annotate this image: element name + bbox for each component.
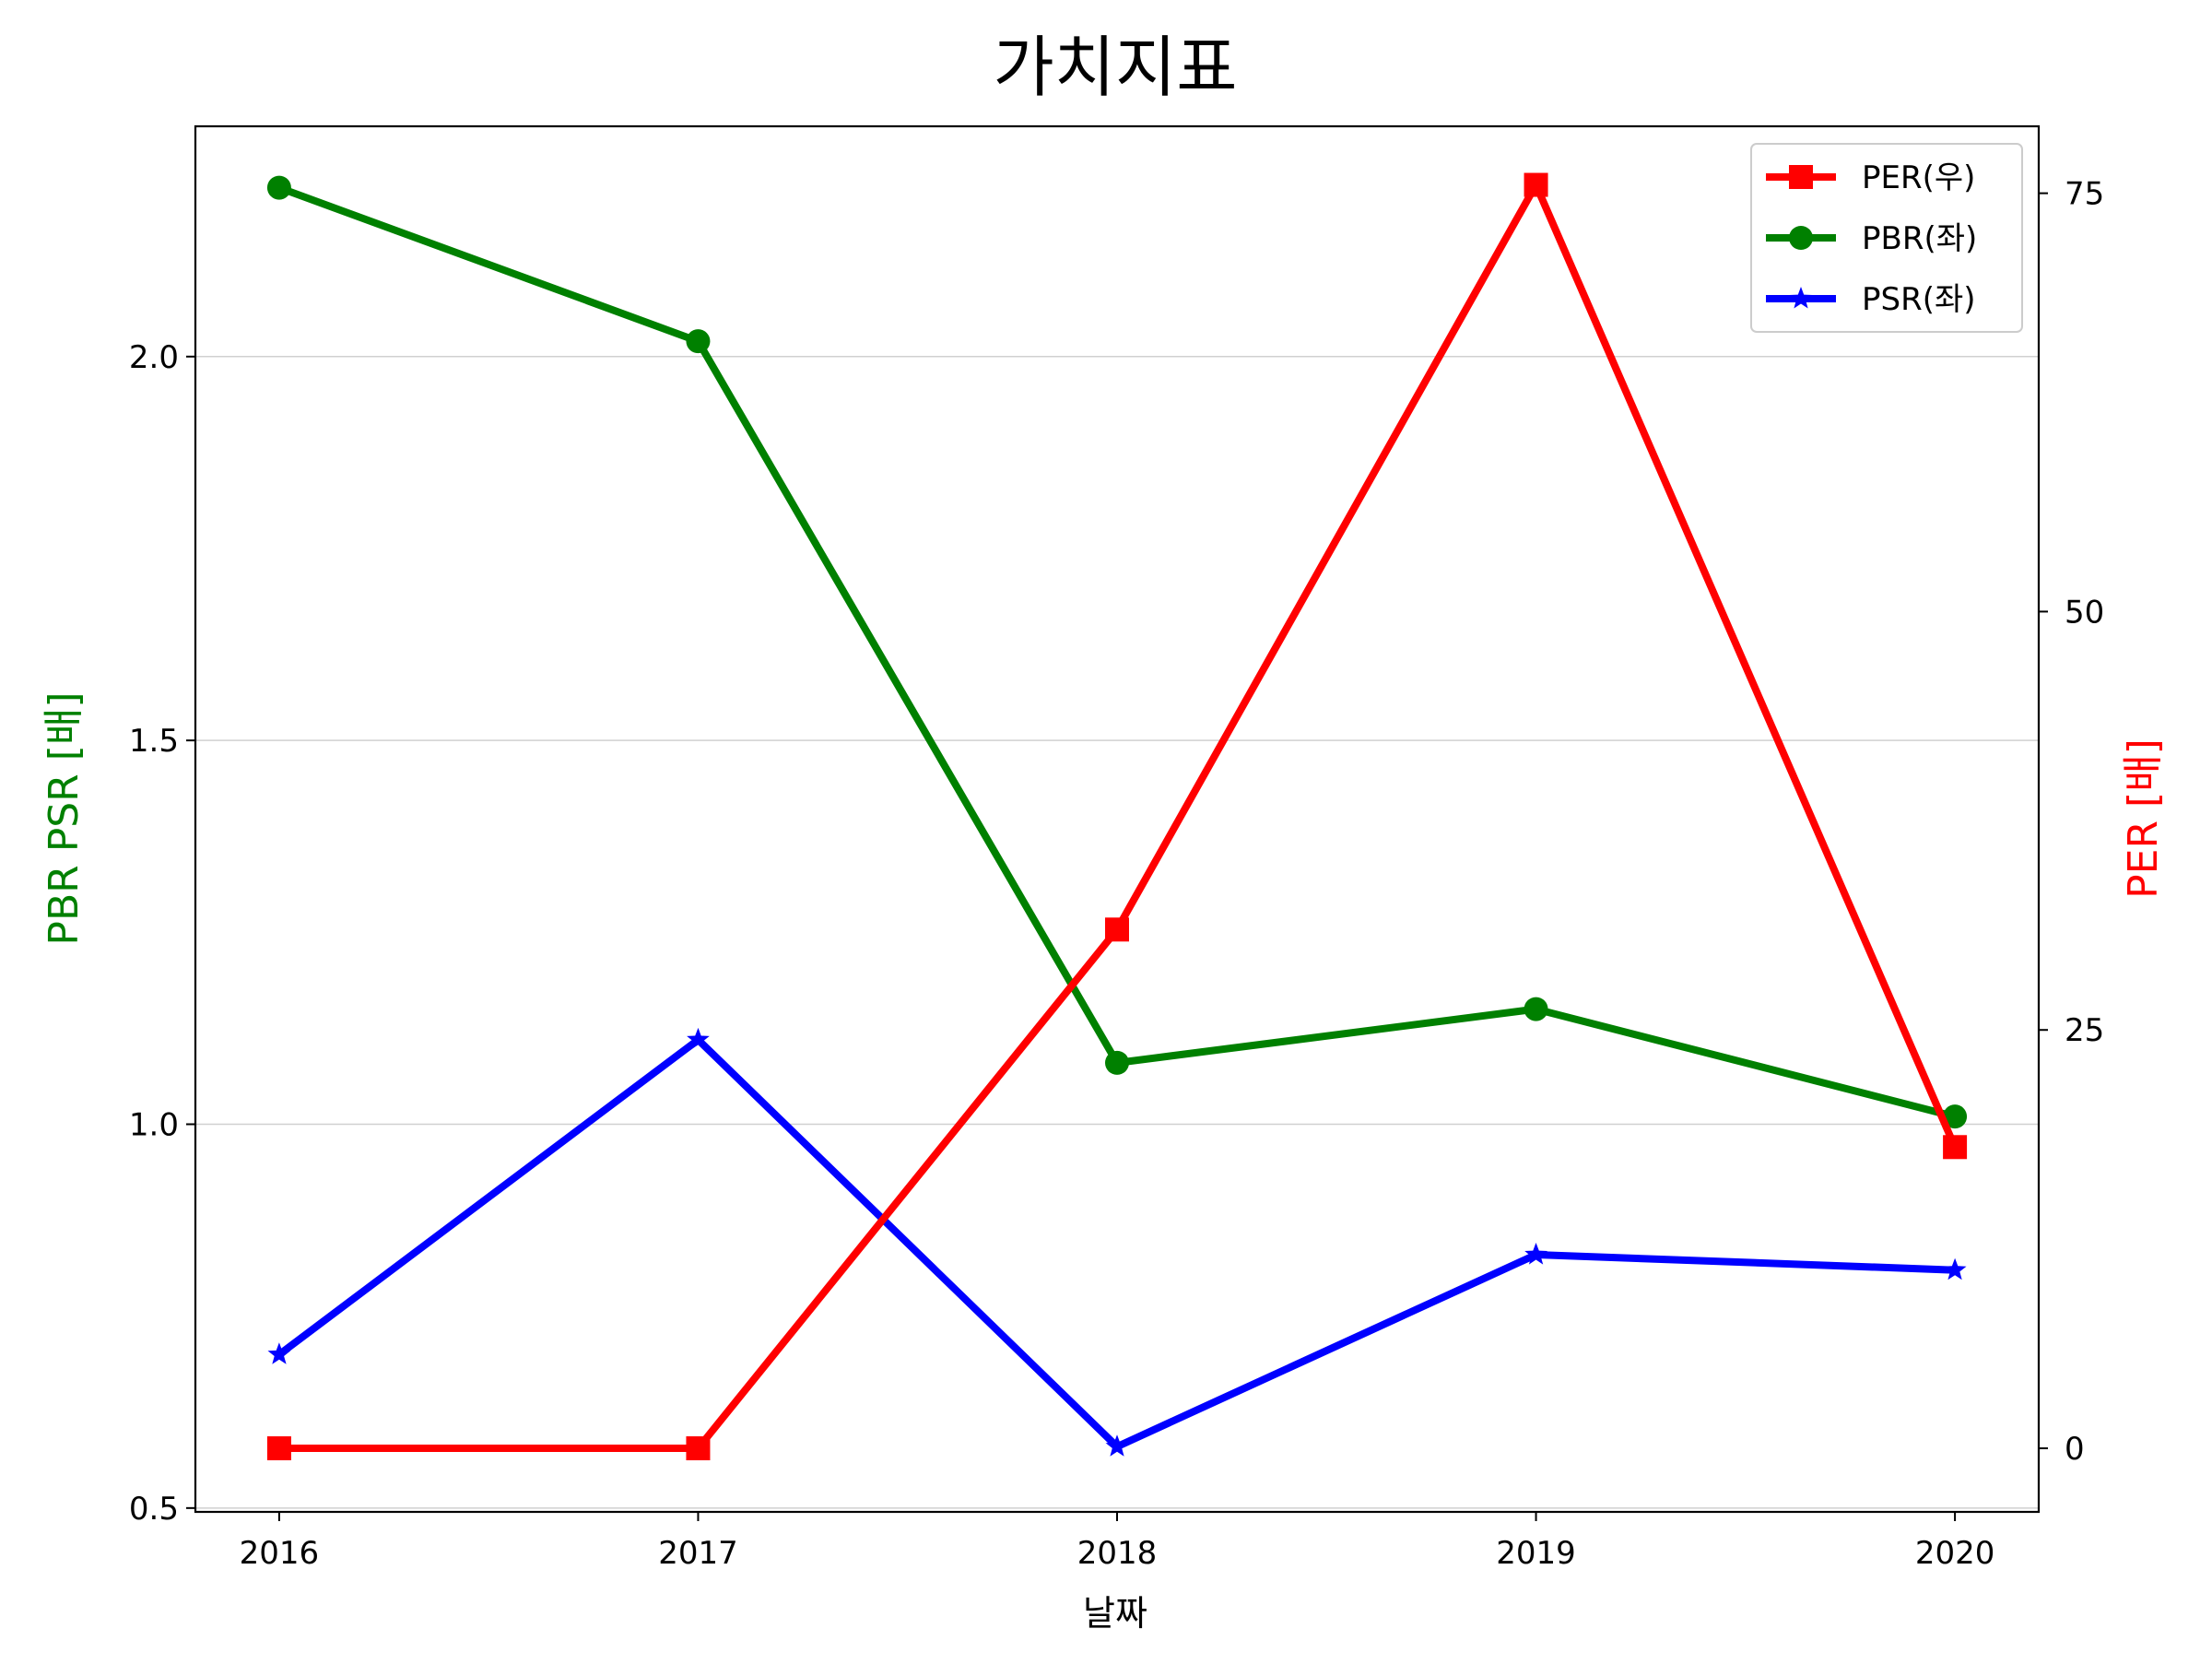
y-right-tick-label: 50 [2065, 594, 2104, 631]
y-axis-left-label: PBR PSR [배] [41, 691, 88, 945]
psr-data-point [1524, 1243, 1547, 1265]
x-tick-label: 2020 [1915, 1535, 1995, 1572]
psr-data-point [687, 1027, 710, 1050]
y-left-tick-label: 0.5 [129, 1491, 179, 1528]
pbr-data-point [266, 175, 291, 200]
x-tick-label: 2019 [1496, 1535, 1576, 1572]
legend-label-per: PER(우) [1862, 159, 1975, 196]
y-right-tick-label: 25 [2065, 1012, 2104, 1049]
x-axis-label: 날짜 [1083, 1593, 1147, 1634]
pbr-data-point [686, 329, 711, 354]
per-data-point [1105, 917, 1129, 942]
per-data-point [1943, 1135, 1968, 1160]
psr-data-point [1105, 1434, 1129, 1457]
pbr-data-point [1943, 1104, 1968, 1129]
per-data-point [1524, 172, 1548, 197]
y-axis-right-label: PER [배] [2120, 738, 2167, 899]
chart-title: 가치지표 [994, 29, 1238, 106]
legend-marker-per [1789, 165, 1813, 189]
y-right-tick-label: 75 [2065, 176, 2104, 213]
per-data-point [686, 1436, 711, 1461]
pbr-data-point [1524, 997, 1548, 1021]
legend-label-psr: PSR(좌) [1862, 281, 1976, 318]
legend-marker-psr [1789, 287, 1813, 309]
legend: PER(우) PBR(좌) PSR(좌) [1750, 143, 2023, 333]
x-tick-label: 2016 [240, 1535, 320, 1572]
psr-data-point [267, 1342, 291, 1364]
pbr-data-point [1105, 1050, 1129, 1075]
legend-label-pbr: PBR(좌) [1862, 220, 1977, 257]
y-right-tick-label: 0 [2065, 1431, 2085, 1468]
x-tick-label: 2018 [1077, 1535, 1158, 1572]
y-left-tick-label: 1.0 [129, 1106, 179, 1143]
per-data-point [266, 1436, 291, 1461]
psr-data-point [1943, 1257, 1967, 1280]
legend-box [1750, 143, 2023, 333]
x-tick-label: 2017 [658, 1535, 738, 1572]
legend-marker-pbr [1789, 226, 1813, 250]
y-left-tick-label: 1.5 [129, 723, 179, 760]
y-left-tick-label: 2.0 [129, 339, 179, 376]
